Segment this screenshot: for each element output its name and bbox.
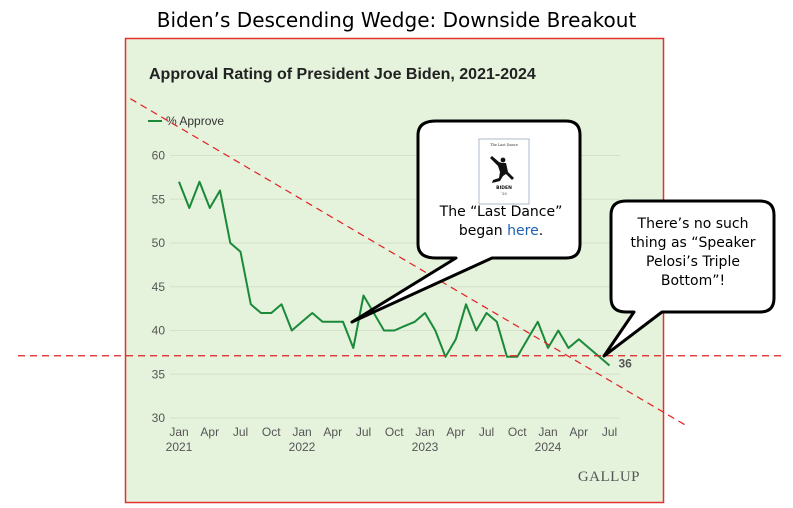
y-tick-label: 45	[152, 280, 166, 294]
callout-pelosi-line1: There’s no such	[637, 216, 749, 232]
y-tick-label: 30	[152, 411, 166, 425]
chart-title: Approval Rating of President Joe Biden, …	[149, 66, 536, 83]
page-title: Biden’s Descending Wedge: Downside Break…	[156, 8, 637, 32]
jumpman-icon	[490, 156, 514, 183]
y-tick-label: 55	[152, 192, 166, 206]
x-tick-label: Oct	[262, 425, 281, 439]
x-tick-label: Jan	[538, 425, 557, 439]
y-tick-label: 35	[152, 367, 166, 381]
x-tick-label: Jul	[479, 425, 494, 439]
y-tick-label: 50	[152, 236, 166, 250]
x-tick-label: Jan	[292, 425, 311, 439]
callout-last-dance-began: began	[458, 223, 508, 239]
x-tick-label: Oct	[385, 425, 404, 439]
poster-title: The Last Dance	[490, 143, 518, 147]
poster-year: '20	[501, 192, 506, 196]
callout-pelosi-line4: Bottom”!	[660, 273, 726, 289]
x-tick-label: Jul	[602, 425, 617, 439]
y-tick-label: 60	[152, 149, 166, 163]
x-tick-label: Apr	[200, 425, 219, 439]
x-year-label: 2024	[535, 440, 562, 454]
y-tick-label: 40	[152, 324, 166, 338]
end-value-label: 36	[619, 357, 633, 371]
callout-pelosi-text: There’s no such thing as “Speaker Pelosi…	[614, 215, 772, 291]
chart-panel	[124, 37, 665, 504]
legend: % Approve	[148, 114, 224, 128]
callout-last-dance-text: The “Last Dance” began here.	[437, 203, 565, 241]
callout-last-dance-line1: The “Last Dance”	[439, 204, 563, 220]
callout-pelosi-line2: thing as “Speaker	[630, 235, 756, 251]
callout-last-dance-period: .	[538, 223, 544, 239]
callout-bubble-pelosi	[602, 199, 776, 358]
poster-name: BIDEN	[496, 185, 512, 191]
x-tick-label: Apr	[569, 425, 588, 439]
x-tick-label: Jan	[415, 425, 434, 439]
x-tick-label: Jul	[233, 425, 248, 439]
source-logo: GALLUP	[578, 469, 640, 485]
x-year-label: 2023	[412, 440, 439, 454]
y-axis-ticks: 30 35 40 45 50 55 60	[152, 149, 166, 426]
here-link[interactable]: here	[507, 223, 539, 239]
x-tick-label: Jan	[169, 425, 188, 439]
callout-pelosi-line3: Pelosi’s Triple	[646, 254, 740, 270]
x-tick-label: Apr	[446, 425, 465, 439]
x-tick-label: Oct	[508, 425, 527, 439]
x-tick-label: Jul	[356, 425, 371, 439]
x-year-label: 2022	[289, 440, 316, 454]
legend-label: % Approve	[166, 114, 224, 128]
series-line-approve	[178, 180, 611, 367]
x-tick-label: Apr	[323, 425, 342, 439]
callout-last-dance-line2: began here.	[437, 222, 565, 241]
x-year-label: 2021	[166, 440, 193, 454]
